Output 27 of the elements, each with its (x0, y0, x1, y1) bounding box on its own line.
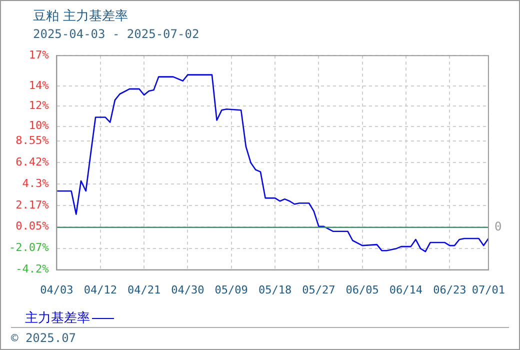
y-tick-label: 4.3% (22, 176, 50, 190)
y-tick-label: -4.2% (16, 262, 50, 276)
x-tick-label: 07/01 (472, 283, 506, 296)
y-tick-label: 12% (28, 98, 50, 112)
text: © 2025.07 (11, 331, 76, 345)
ref-line-label: 0 (494, 219, 502, 234)
x-tick-label: 04/30 (171, 283, 204, 296)
y-tick-label: 0.05% (16, 220, 50, 233)
x-tick-label: 05/09 (214, 283, 248, 296)
x-tick-label: 06/14 (389, 283, 423, 296)
chart-title: 豆粕 主力基差率 (33, 8, 128, 25)
y-tick-label: 6.42% (16, 155, 50, 168)
x-tick-label: 06/23 (433, 283, 466, 296)
y-tick-label: 14% (28, 78, 50, 92)
x-tick-label: 04/03 (40, 283, 74, 296)
legend-label: 主力基差率 (25, 310, 90, 327)
x-tick-label: 05/18 (258, 283, 292, 296)
x-tick-label: 06/05 (346, 283, 379, 296)
y-tick-label: 17% (28, 48, 50, 62)
y-tick-label: 2.17% (16, 198, 50, 212)
y-tick-label: -2.07% (8, 241, 50, 254)
chart-subtitle: 2025-04-03 - 2025-07-02 (33, 27, 200, 41)
x-tick-label: 04/21 (127, 283, 161, 296)
x-tick-label: 04/12 (84, 283, 117, 296)
y-tick-label: 10% (28, 119, 50, 132)
y-tick-label: 8.55% (16, 134, 50, 147)
x-tick-label: 05/27 (302, 283, 336, 296)
